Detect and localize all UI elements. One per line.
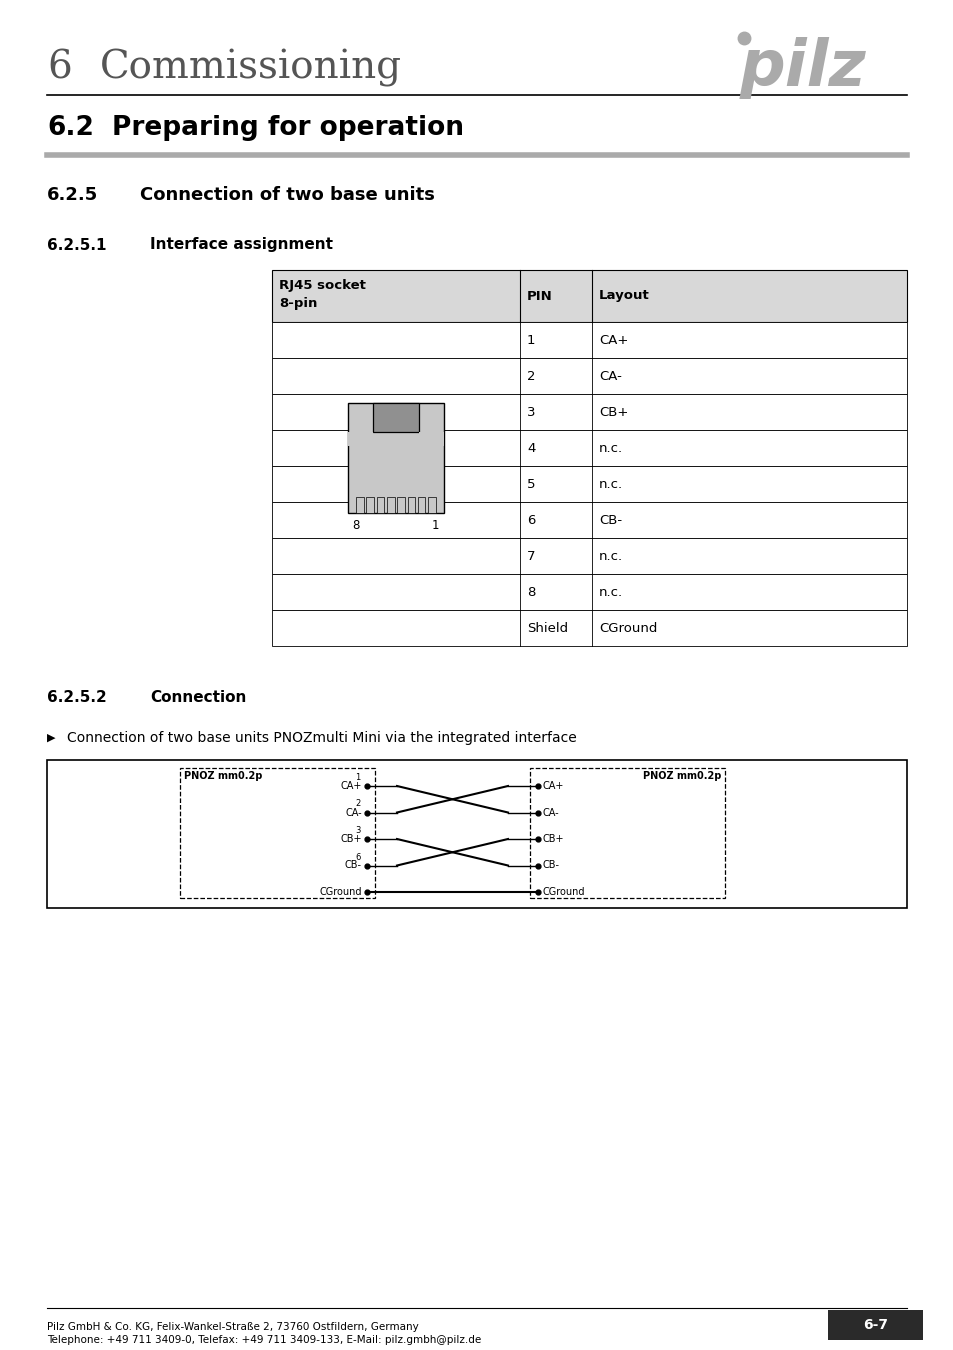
Text: 8-pin: 8-pin [278,297,317,310]
Text: Preparing for operation: Preparing for operation [112,115,463,140]
Bar [366,497,374,513]
Text: CA-: CA- [598,370,621,382]
Text: 8: 8 [526,586,535,598]
Text: CA+: CA+ [340,782,361,791]
Text: Layout: Layout [598,289,649,302]
Text: 6.2: 6.2 [47,115,93,140]
Bar [272,431,906,466]
Text: 1: 1 [526,333,535,347]
Text: 3: 3 [526,405,535,418]
Text: Telephone: +49 711 3409-0, Telefax: +49 711 3409-133, E-Mail: pilz.gmbh@pilz.de: Telephone: +49 711 3409-0, Telefax: +49 … [47,1335,480,1345]
Text: Pilz GmbH & Co. KG, Felix-Wankel-Straße 2, 73760 Ostfildern, Germany: Pilz GmbH & Co. KG, Felix-Wankel-Straße … [47,1322,418,1332]
Bar [272,539,906,574]
Text: CGround: CGround [542,887,585,896]
Bar [376,497,384,513]
Text: Connection of two base units PNOZmulti Mini via the integrated interface: Connection of two base units PNOZmulti M… [67,730,577,745]
Bar [180,768,375,898]
Bar [827,1310,923,1341]
Bar [418,432,443,446]
Text: CA-: CA- [542,807,559,818]
Bar [397,497,404,513]
Bar [348,432,373,446]
Text: ▶: ▶ [47,733,55,743]
Text: 3: 3 [355,826,360,836]
Text: 7: 7 [526,549,535,563]
Text: Connection: Connection [150,690,246,706]
Text: 6: 6 [355,852,360,861]
Text: pilz: pilz [740,36,865,99]
Text: n.c.: n.c. [598,549,622,563]
Text: CB-: CB- [345,860,361,871]
Bar [387,497,395,513]
Text: 2: 2 [355,799,360,809]
Text: 5: 5 [526,478,535,490]
Text: Connection of two base units: Connection of two base units [140,186,435,204]
Bar [272,270,906,323]
Text: 1: 1 [355,774,360,782]
Text: 2: 2 [526,370,535,382]
Text: CB-: CB- [542,860,559,871]
Text: 1: 1 [432,518,439,532]
Bar [417,497,425,513]
Bar [428,497,436,513]
Text: CGround: CGround [319,887,361,896]
Bar [272,394,906,431]
Text: CA+: CA+ [598,333,628,347]
Bar [272,358,906,394]
Bar [407,497,415,513]
Text: 6.2.5.2: 6.2.5.2 [47,690,107,706]
Text: n.c.: n.c. [598,441,622,455]
Bar [530,768,724,898]
Text: CB+: CB+ [542,834,564,844]
Text: Commissioning: Commissioning [100,49,402,86]
Text: Interface assignment: Interface assignment [150,238,333,252]
Text: CB-: CB- [598,513,621,526]
Bar [47,760,906,909]
Text: CA-: CA- [345,807,361,818]
Bar [373,404,418,432]
Bar [272,466,906,502]
Text: 6-7: 6-7 [862,1318,887,1332]
Text: CB+: CB+ [340,834,361,844]
Text: 6: 6 [526,513,535,526]
Text: CGround: CGround [598,621,657,634]
Text: Shield: Shield [526,621,568,634]
Text: 8: 8 [353,518,359,532]
Bar [272,610,906,647]
Bar [272,502,906,539]
Text: 6.2.5.1: 6.2.5.1 [47,238,107,252]
Bar [272,574,906,610]
Bar [348,404,443,513]
Text: CB+: CB+ [598,405,628,418]
Text: 6: 6 [47,50,71,86]
Text: n.c.: n.c. [598,586,622,598]
Text: 4: 4 [526,441,535,455]
Text: n.c.: n.c. [598,478,622,490]
Bar [355,497,363,513]
Text: PNOZ mm0.2p: PNOZ mm0.2p [184,771,262,782]
Text: 6.2.5: 6.2.5 [47,186,98,204]
Text: RJ45 socket: RJ45 socket [278,279,366,293]
Bar [272,323,906,358]
Text: CA+: CA+ [542,782,564,791]
Text: PNOZ mm0.2p: PNOZ mm0.2p [642,771,720,782]
Text: PIN: PIN [526,289,552,302]
